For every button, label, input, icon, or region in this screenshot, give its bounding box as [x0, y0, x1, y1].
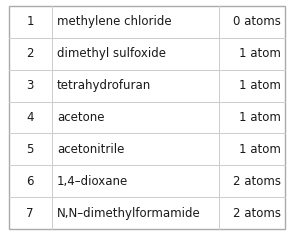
Text: 2: 2 — [26, 47, 34, 60]
Text: 7: 7 — [26, 207, 34, 220]
Text: 1,4–dioxane: 1,4–dioxane — [57, 175, 128, 188]
Text: 5: 5 — [26, 143, 34, 156]
Text: acetonitrile: acetonitrile — [57, 143, 124, 156]
Text: dimethyl sulfoxide: dimethyl sulfoxide — [57, 47, 166, 60]
Text: 2 atoms: 2 atoms — [233, 175, 281, 188]
Text: 2 atoms: 2 atoms — [233, 207, 281, 220]
Text: 3: 3 — [26, 79, 34, 92]
Text: 6: 6 — [26, 175, 34, 188]
Text: 1 atom: 1 atom — [239, 111, 281, 124]
Text: acetone: acetone — [57, 111, 104, 124]
Text: 4: 4 — [26, 111, 34, 124]
Text: 1 atom: 1 atom — [239, 143, 281, 156]
Text: 1 atom: 1 atom — [239, 47, 281, 60]
Text: 0 atoms: 0 atoms — [233, 15, 281, 28]
Text: tetrahydrofuran: tetrahydrofuran — [57, 79, 151, 92]
Text: 1: 1 — [26, 15, 34, 28]
Text: N,N–dimethylformamide: N,N–dimethylformamide — [57, 207, 201, 220]
Text: 1 atom: 1 atom — [239, 79, 281, 92]
Text: methylene chloride: methylene chloride — [57, 15, 172, 28]
